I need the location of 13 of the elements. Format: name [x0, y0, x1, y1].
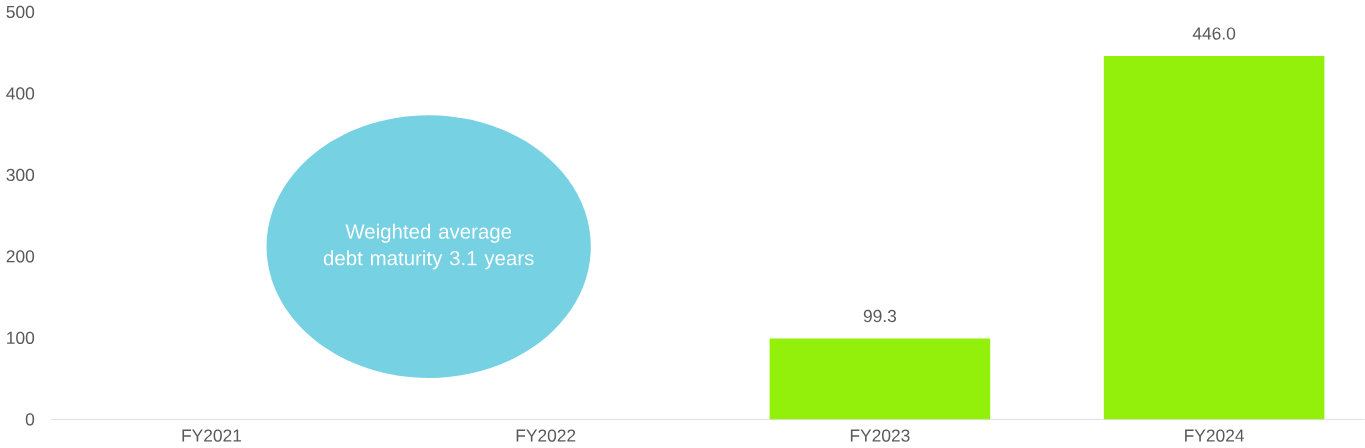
data-label: 446.0	[1192, 27, 1236, 40]
y-tick-label: 300	[6, 168, 35, 182]
y-tick-label: 0	[25, 413, 35, 426]
x-tick-label: FY2022	[516, 429, 576, 442]
y-tick-label: 200	[6, 250, 35, 263]
x-tick-label: FY2023	[850, 429, 910, 442]
data-label: 99.3	[863, 310, 897, 323]
y-tick-label: 500	[6, 6, 35, 19]
annotation: Weighted average debt maturity 3.1 years	[323, 224, 534, 270]
x-tick-label: FY2021	[182, 429, 242, 442]
x-tick-label: FY2024	[1185, 429, 1245, 442]
y-tick-label: 100	[7, 331, 35, 345]
y-tick-label: 400	[6, 87, 35, 100]
